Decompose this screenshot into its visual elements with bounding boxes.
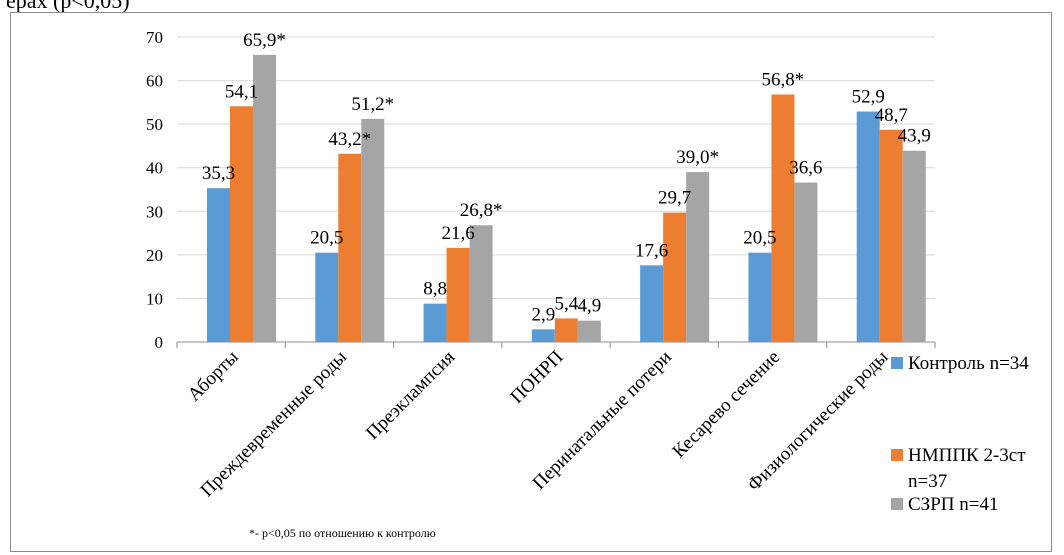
category-label: Преэклампсия [362, 347, 459, 444]
bar [640, 265, 664, 342]
category-label: ПОНРП [506, 346, 567, 407]
bar [554, 318, 578, 342]
y-tick-label: 60 [146, 72, 163, 91]
y-tick-label: 10 [146, 289, 163, 308]
data-label: 52,9 [852, 87, 885, 108]
bar [338, 153, 362, 342]
legend-swatch [891, 498, 903, 510]
data-label: 65,9* [243, 30, 286, 51]
chart-frame: 0 10 20 30 40 50 60 70 35,3 54,1 65,9* 20,5 43,2* 51… [10, 12, 1052, 552]
data-label: 35,3 [202, 163, 235, 184]
data-label: 26,8* [460, 200, 503, 221]
data-label: 48,7 [875, 105, 908, 126]
y-tick-label: 50 [146, 115, 163, 134]
bar [207, 188, 230, 342]
bar-chart: 0 10 20 30 40 50 60 70 35,3 54,1 65,9* 20,5 43,2* 51… [146, 28, 1029, 540]
bar [423, 303, 447, 342]
legend-label: Контроль n=34 [908, 353, 1029, 374]
bar [856, 111, 880, 342]
data-label: 2,9 [531, 304, 555, 325]
data-label: 20,5 [743, 228, 776, 249]
y-tick-label: 30 [146, 202, 163, 221]
bar [361, 118, 385, 343]
bar [230, 106, 253, 343]
data-label: 43,2* [328, 129, 371, 150]
bar [794, 182, 818, 342]
bar [469, 225, 493, 342]
category-label: Аборты [184, 347, 243, 406]
data-label: 8,8 [423, 279, 447, 300]
y-tick-label: 40 [146, 159, 163, 178]
page-header-fragment: ерах (р<0,05) [6, 0, 130, 13]
y-tick-label: 0 [155, 333, 164, 352]
bar [531, 329, 555, 342]
footnote: *- p<0,05 по отношению к контролю [249, 526, 436, 540]
y-tick-label: 70 [146, 28, 163, 47]
legend-label: СЗРП n=41 [908, 494, 998, 515]
bars [207, 54, 926, 343]
bar [446, 247, 470, 342]
bar [902, 150, 926, 342]
data-label: 21,6 [441, 223, 474, 244]
bar [686, 172, 710, 342]
y-tick-label: 20 [146, 246, 163, 265]
legend-label: НМППК 2-3ст [908, 445, 1026, 466]
bar [253, 54, 276, 342]
data-label: 36,6 [789, 158, 822, 179]
bar [315, 252, 339, 342]
data-label: 54,1 [225, 81, 258, 102]
data-label: 20,5 [310, 228, 343, 249]
legend-swatch [891, 357, 903, 369]
y-axis-ticks: 0 10 20 30 40 50 60 70 [146, 28, 163, 352]
data-label: 39,0* [676, 147, 719, 168]
bar [577, 320, 601, 342]
data-label: 29,7 [658, 188, 691, 209]
data-label: 43,9 [898, 126, 931, 147]
data-label: 17,6 [635, 240, 668, 261]
bar [879, 129, 903, 342]
category-label: Кесарево сечение [669, 347, 785, 463]
bar [748, 252, 772, 342]
legend-swatch [891, 449, 903, 461]
legend-label: n=37 [908, 471, 947, 492]
data-labels: 35,3 54,1 65,9* 20,5 43,2* 51,2* 8,8 21,626,8* 2… [202, 30, 931, 326]
data-label: 56,8* [762, 70, 805, 91]
data-label: 51,2* [351, 94, 394, 115]
data-label: 5,4 [554, 293, 578, 314]
data-label: 4,9 [577, 296, 601, 317]
bar [663, 212, 687, 342]
bar [771, 94, 795, 342]
